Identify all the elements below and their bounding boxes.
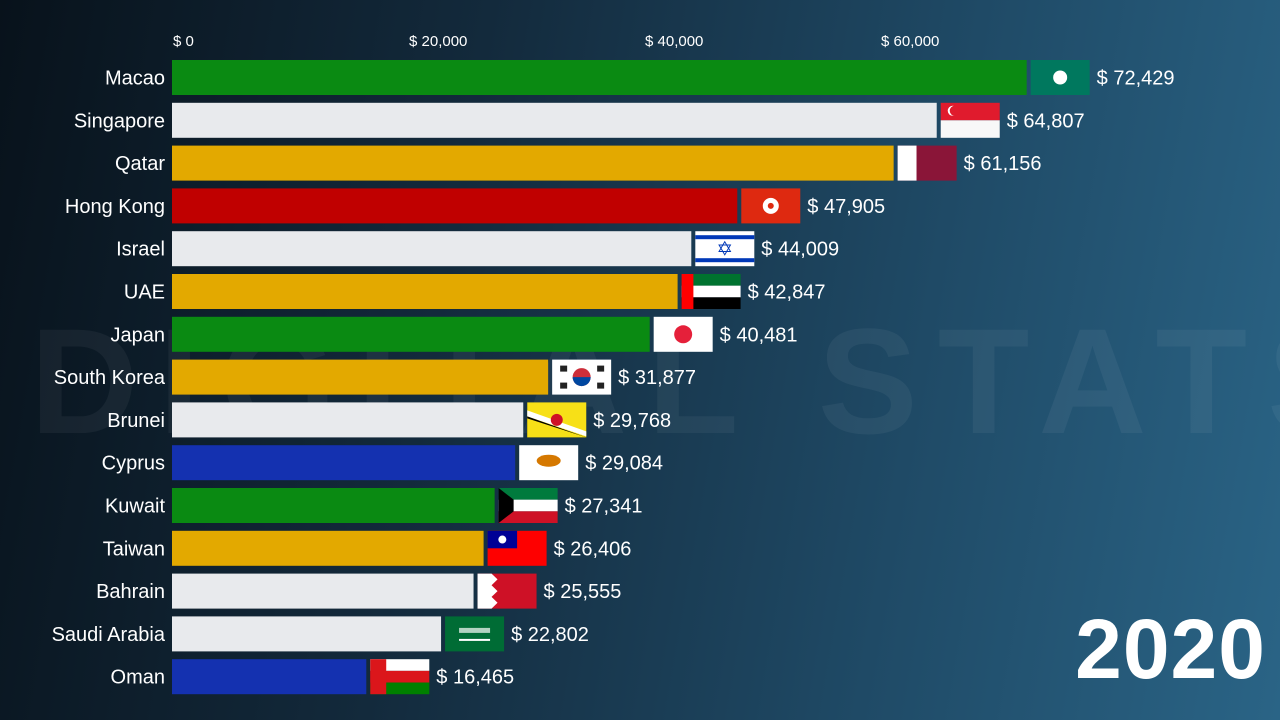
bar [172, 316, 650, 352]
flag-uae-icon [681, 274, 741, 309]
value-label: $ 61,156 [964, 153, 1042, 175]
bar [172, 616, 442, 652]
category-label: Singapore [74, 110, 165, 132]
category-label: Israel [116, 239, 165, 261]
value-label: $ 72,429 [1097, 68, 1175, 90]
category-label: Cyprus [102, 453, 165, 475]
flag-brunei-icon [527, 402, 587, 438]
bar-row: Taiwan $ 26,406 [103, 530, 632, 566]
bar-row: Bahrain $ 25,555 [96, 573, 622, 609]
value-label: $ 27,341 [565, 496, 643, 518]
bar-row: Saudi Arabia $ 22,802 [52, 616, 589, 652]
bar [172, 488, 495, 523]
value-label: $ 40,481 [720, 324, 798, 346]
flag-bahrain-icon [477, 573, 537, 609]
value-label: $ 26,406 [554, 538, 632, 560]
value-label: $ 44,009 [761, 239, 839, 261]
category-label: Qatar [115, 153, 165, 175]
flag-hong-kong-icon [741, 188, 801, 224]
value-label: $ 22,802 [511, 624, 589, 646]
bar-row: Kuwait $ 27,341 [105, 488, 643, 523]
bar [172, 359, 549, 395]
value-label: $ 29,768 [593, 410, 671, 432]
bar-row: Qatar $ 61,156 [115, 145, 1042, 181]
bar [172, 102, 937, 138]
bar-row: UAE $ 42,847 [124, 274, 826, 309]
value-label: $ 64,807 [1007, 110, 1085, 132]
flag-cyprus-icon [519, 445, 579, 481]
category-label: Oman [111, 667, 165, 689]
x-tick-label: $ 40,000 [645, 33, 703, 50]
bar [172, 445, 516, 481]
flag-israel-icon: ✡ [695, 231, 755, 267]
value-label: $ 47,905 [807, 196, 885, 218]
bar [172, 60, 1027, 95]
x-tick-label: $ 20,000 [409, 33, 467, 50]
category-label: Taiwan [103, 538, 165, 560]
category-label: Bahrain [96, 581, 165, 603]
bar-row: Cyprus $ 29,084 [102, 445, 663, 481]
bar [172, 659, 367, 695]
category-label: UAE [124, 282, 165, 304]
value-label: $ 16,465 [436, 667, 514, 689]
value-label: $ 31,877 [618, 367, 696, 389]
flag-kuwait-icon [498, 488, 558, 523]
category-label: Kuwait [105, 496, 165, 518]
bar [172, 402, 524, 438]
year-label: 2020 [1075, 602, 1266, 696]
bar [172, 274, 678, 309]
bar-row: Israel ✡ $ 44,009 [116, 231, 839, 267]
category-label: Saudi Arabia [52, 624, 166, 646]
category-label: Macao [105, 68, 165, 90]
flag-qatar-icon [897, 145, 957, 181]
bar-row: Brunei $ 29,768 [107, 402, 671, 438]
bar [172, 573, 474, 609]
flag-japan-icon [653, 316, 713, 352]
value-label: $ 29,084 [585, 453, 663, 475]
bar-row: Hong Kong $ 47,905 [65, 188, 885, 224]
value-label: $ 25,555 [544, 581, 622, 603]
bar [172, 231, 692, 267]
bar-row: Japan $ 40,481 [111, 316, 798, 352]
bar [172, 530, 484, 566]
bar-row: Singapore $ 64,807 [74, 102, 1085, 138]
category-label: Brunei [107, 410, 165, 432]
flag-oman-icon [370, 659, 430, 695]
flag-singapore-icon [940, 102, 1000, 138]
x-tick-label: $ 60,000 [881, 33, 939, 50]
value-label: $ 42,847 [748, 282, 826, 304]
bar [172, 145, 894, 181]
x-tick-label: $ 0 [173, 33, 194, 50]
category-label: Hong Kong [65, 196, 165, 218]
flag-macao-icon [1030, 60, 1090, 95]
category-label: South Korea [54, 367, 166, 389]
svg-text:✡: ✡ [716, 239, 733, 261]
bar [172, 188, 738, 224]
bar-row: Macao $ 72,429 [105, 60, 1175, 95]
category-label: Japan [111, 324, 166, 346]
bar-row: South Korea $ 31,877 [54, 359, 696, 395]
bar-row: Oman $ 16,465 [111, 659, 514, 695]
flag-taiwan-icon [487, 530, 547, 566]
flag-south-korea-icon [552, 359, 612, 395]
flag-saudi-arabia-icon [445, 616, 505, 652]
